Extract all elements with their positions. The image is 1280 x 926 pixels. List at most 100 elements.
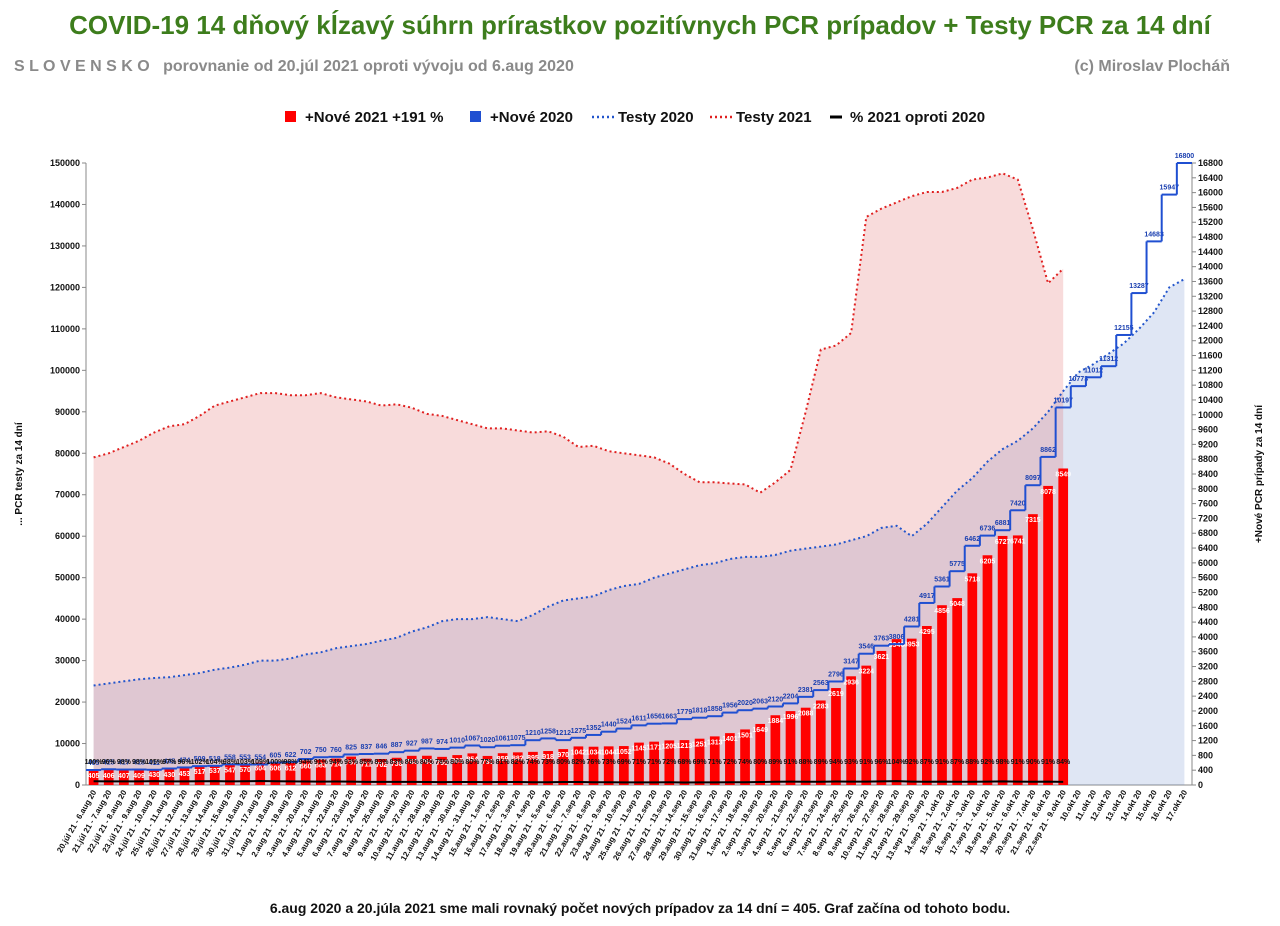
- bar-value-label: 570: [239, 767, 251, 774]
- bar-value-label: 1171: [647, 745, 662, 752]
- y2-tick-label: 11600: [1198, 351, 1223, 361]
- bar-value-label: 7315: [1025, 517, 1041, 524]
- bar: [846, 676, 856, 785]
- percent-label: 98%: [117, 759, 132, 766]
- percent-label: 98%: [284, 759, 299, 766]
- bar-value-label: 895: [527, 755, 539, 762]
- bar: [194, 765, 205, 785]
- bar-value-label: 918: [542, 754, 554, 761]
- bar-value-label: 2619: [828, 691, 844, 698]
- percent-label: 85%: [405, 759, 420, 766]
- step-value-label: 1440: [601, 722, 617, 729]
- percent-label: 69%: [693, 759, 708, 766]
- y2-tick-label: 5200: [1198, 587, 1218, 597]
- bar: [649, 741, 659, 785]
- bar-value-label: 547: [224, 768, 236, 775]
- bar: [906, 638, 917, 785]
- step-value-label: 2563: [813, 680, 829, 687]
- step-value-label: 760: [330, 747, 342, 754]
- legend-label: Testy 2021: [736, 109, 812, 126]
- bar: [149, 769, 160, 785]
- percent-label: 92%: [905, 759, 920, 766]
- bar-value-label: 785: [482, 759, 494, 766]
- bar-value-label: 736: [391, 761, 403, 768]
- step-value-label: 2020: [737, 700, 753, 707]
- bar: [225, 764, 235, 785]
- bar-value-label: 1145: [631, 746, 646, 753]
- step-value-label: 6736: [980, 526, 996, 533]
- percent-label: 82%: [571, 759, 586, 766]
- percent-label: 97%: [162, 759, 177, 766]
- step-value-label: 8097: [1025, 475, 1041, 482]
- bar-value-label: 788: [406, 759, 418, 766]
- bar-value-label: 1052: [616, 749, 632, 756]
- bar: [634, 742, 644, 785]
- legend-swatch: [470, 111, 481, 122]
- percent-label: 87%: [920, 759, 935, 766]
- y-tick-label: 120000: [50, 282, 80, 292]
- percent-label: 85%: [359, 759, 374, 766]
- bar-value-label: 767: [345, 760, 357, 767]
- bar-value-label: 430: [163, 772, 175, 779]
- bar-value-label: 1213: [677, 743, 693, 750]
- percent-label: 82%: [511, 759, 526, 766]
- bar: [1028, 514, 1038, 785]
- step-value-label: 1611: [631, 715, 646, 722]
- y-tick-label: 100000: [50, 365, 80, 375]
- y-tick-label: 40000: [55, 614, 80, 624]
- bar: [391, 757, 402, 785]
- bar-value-label: 2283: [813, 703, 829, 710]
- step-value-label: 3546: [858, 644, 874, 651]
- step-value-label: 4917: [919, 593, 935, 600]
- percent-label: 91%: [859, 759, 874, 766]
- percent-label: 80%: [465, 759, 480, 766]
- percent-label: 104%: [206, 759, 225, 766]
- percent-label: 74%: [526, 759, 541, 766]
- step-value-label: 558: [224, 754, 236, 761]
- bar: [785, 711, 796, 785]
- percent-label: 98%: [132, 759, 147, 766]
- percent-label: 73%: [602, 759, 617, 766]
- percent-label: 72%: [723, 759, 738, 766]
- percent-label: 73%: [541, 759, 556, 766]
- bar-value-label: 859: [497, 756, 509, 763]
- bar: [315, 759, 326, 785]
- y2-tick-label: 10400: [1198, 395, 1223, 405]
- percent-label: 100%: [266, 759, 285, 766]
- percent-label: 71%: [632, 759, 647, 766]
- percent-label: 84%: [1056, 759, 1071, 766]
- bar: [528, 751, 538, 785]
- bar-value-label: 5048: [949, 601, 965, 608]
- y2-tick-label: 9200: [1198, 439, 1218, 449]
- percent-label: 109%: [251, 759, 270, 766]
- percent-label: 100%: [85, 759, 104, 766]
- y2-tick-label: 5600: [1198, 573, 1218, 583]
- step-value-label: 1818: [692, 708, 708, 715]
- bar: [331, 758, 341, 785]
- bar: [179, 768, 190, 785]
- y2-tick-label: 7200: [1198, 513, 1218, 523]
- step-value-label: 509: [194, 756, 206, 763]
- step-value-label: 825: [345, 744, 357, 751]
- y2-tick-label: 2800: [1198, 676, 1218, 686]
- bar: [755, 723, 766, 785]
- bar-value-label: 3953: [904, 642, 920, 649]
- bar: [861, 665, 872, 785]
- bar: [406, 755, 417, 785]
- step-value-label: 411: [149, 760, 160, 767]
- y2-tick-label: 16800: [1198, 158, 1223, 168]
- bar-value-label: 1996: [783, 714, 799, 721]
- step-value-label: 5361: [934, 577, 950, 584]
- step-value-label: 622: [285, 752, 297, 759]
- step-value-label: 10773: [1069, 376, 1089, 383]
- percent-label: 76%: [587, 759, 602, 766]
- bar: [88, 770, 99, 785]
- line: [93, 278, 1185, 687]
- percent-label: 89%: [768, 759, 783, 766]
- bar: [134, 769, 144, 785]
- bar: [209, 765, 220, 785]
- bar-value-label: 1251: [692, 742, 708, 749]
- bar: [997, 535, 1008, 785]
- percent-label: 91%: [783, 759, 798, 766]
- bar-value-label: 1884: [768, 718, 784, 725]
